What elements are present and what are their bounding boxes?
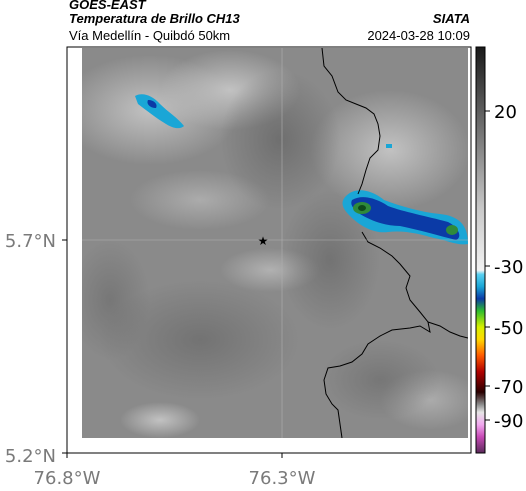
- border-line: [321, 48, 381, 195]
- border-line: [323, 231, 431, 438]
- y-tick-label: 5.2°N: [5, 446, 56, 467]
- product-title: Temperatura de Brillo CH13: [69, 11, 240, 26]
- location-star-icon: ★: [258, 234, 269, 248]
- colorbar-tick-label: 20: [494, 102, 517, 123]
- satellite-imagery: [82, 48, 468, 438]
- colorbar-tick-label: -90: [494, 411, 523, 432]
- colorbar-tick-label: -50: [494, 318, 523, 339]
- agency-label: GOES-EAST: [69, 0, 146, 12]
- location-subtitle: Vía Medellín - Quibdó 50km: [69, 28, 231, 43]
- x-tick-label: 76.8°W: [34, 468, 101, 489]
- y-tick-label: 5.7°N: [5, 231, 56, 252]
- colorbar-tick-label: -70: [494, 377, 523, 398]
- cold-cloud-east: [342, 190, 468, 245]
- x-tick-label: 76.3°W: [249, 468, 316, 489]
- datetime-label: 2024-03-28 10:09: [367, 28, 470, 43]
- cold-cloud-north: [135, 94, 184, 129]
- colorbar-tick-label: -30: [494, 257, 523, 278]
- source-label: SIATA: [432, 11, 470, 26]
- border-line: [427, 321, 468, 339]
- colorbar: 20 -30 -50 -70 -90: [475, 46, 523, 454]
